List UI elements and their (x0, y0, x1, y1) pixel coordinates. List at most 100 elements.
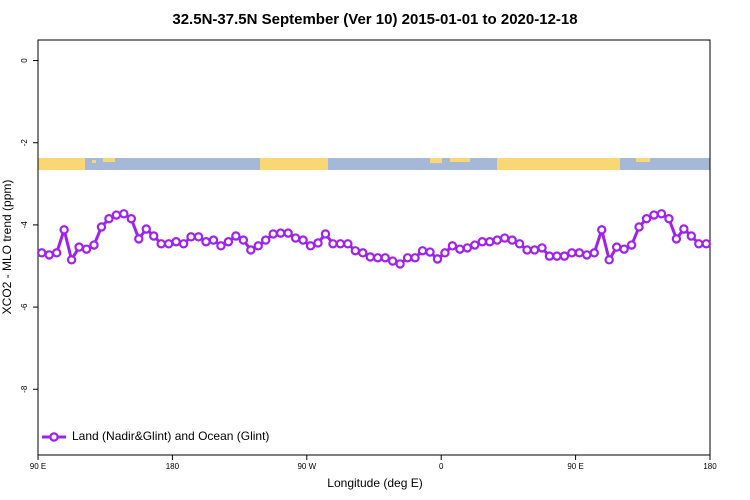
data-point (559, 251, 570, 261)
data-point (417, 246, 428, 256)
y-tick-label: -8 (20, 385, 29, 393)
data-point (686, 231, 697, 241)
data-point (455, 244, 465, 254)
data-point (537, 243, 547, 253)
x-tick-label: 90 E (567, 462, 583, 471)
data-point (597, 225, 607, 235)
data-point (358, 248, 368, 258)
data-point (59, 225, 69, 235)
data-point (477, 237, 487, 247)
x-tick-label: 180 (166, 462, 180, 471)
data-point (305, 241, 316, 251)
data-point (37, 248, 47, 258)
data-point (350, 246, 361, 256)
data-point (186, 232, 196, 242)
y-axis-label: XCO2 - MLO trend (ppm) (0, 180, 14, 315)
x-axis-label: Longitude (deg E) (327, 476, 422, 490)
y-tick-label: 0 (20, 58, 29, 63)
data-point (44, 250, 54, 260)
data-point (253, 241, 263, 251)
data-point (447, 241, 458, 251)
data-point (119, 209, 129, 219)
data-point (89, 240, 99, 250)
data-point (268, 229, 278, 239)
data-point (462, 243, 473, 253)
data-point (208, 235, 219, 245)
data-point (298, 235, 308, 245)
data-point (178, 239, 189, 249)
data-point (343, 239, 353, 249)
data-point (387, 256, 398, 266)
data-point (81, 244, 92, 254)
data-point (626, 240, 637, 250)
data-point (163, 239, 174, 249)
plot-frame (37, 39, 711, 456)
data-point (544, 251, 555, 261)
data-point (492, 235, 502, 245)
data-point (231, 231, 241, 241)
data-point (589, 248, 599, 258)
legend-marker (49, 432, 59, 442)
legend-label: Land (Nadir&Glint) and Ocean (Glint) (72, 429, 269, 443)
data-point (641, 214, 652, 224)
y-tick-label: -4 (20, 221, 29, 229)
y-tick-label: -2 (20, 139, 29, 147)
data-point (582, 250, 592, 260)
data-point (567, 248, 577, 258)
data-point (51, 248, 62, 258)
surface-strip (38, 158, 710, 170)
data-point (313, 238, 323, 248)
data-point (694, 239, 704, 249)
data-point (664, 214, 674, 224)
data-point (649, 210, 659, 220)
data-point (201, 237, 211, 247)
data-point (365, 252, 375, 262)
data-point (261, 235, 271, 245)
data-point (96, 222, 107, 232)
data-point (395, 259, 405, 269)
x-tick-label: 90 W (297, 462, 316, 471)
data-point (126, 214, 137, 224)
data-point (141, 224, 151, 234)
data-point (290, 233, 301, 243)
data-point (275, 228, 286, 238)
data-point (283, 228, 293, 238)
data-point (552, 251, 562, 261)
data-point (679, 224, 689, 234)
data-point (328, 239, 338, 249)
data-point (156, 239, 166, 249)
data-point (171, 237, 181, 247)
x-tick-label: 90 E (30, 462, 46, 471)
data-point (634, 222, 644, 232)
data-point (671, 234, 682, 244)
data-point (440, 248, 450, 258)
data-point (380, 253, 390, 263)
x-tick-label: 180 (703, 462, 717, 471)
data-point (104, 214, 114, 224)
data-point (134, 234, 144, 244)
data-point (619, 244, 629, 254)
data-point (507, 235, 517, 245)
data-point (529, 245, 540, 255)
data-point (432, 254, 443, 264)
data-point (522, 245, 532, 255)
data-point (216, 241, 226, 251)
data-point (320, 229, 331, 239)
data-point (335, 239, 346, 249)
data-point (604, 255, 614, 265)
data-point (238, 235, 249, 245)
data-point (514, 239, 525, 249)
data-point (425, 247, 435, 257)
data-point (611, 242, 622, 252)
data-point (373, 253, 383, 263)
data-point (111, 210, 122, 220)
data-point (574, 248, 585, 258)
y-tick-label: -6 (20, 303, 29, 311)
data-point (74, 242, 84, 252)
data-point (656, 209, 667, 219)
legend-entry: Land (Nadir&Glint) and Ocean (Glint) (42, 429, 269, 443)
data-point (149, 231, 159, 241)
chart-title: 32.5N-37.5N September (Ver 10) 2015-01-0… (172, 11, 577, 28)
data-point (223, 237, 234, 247)
